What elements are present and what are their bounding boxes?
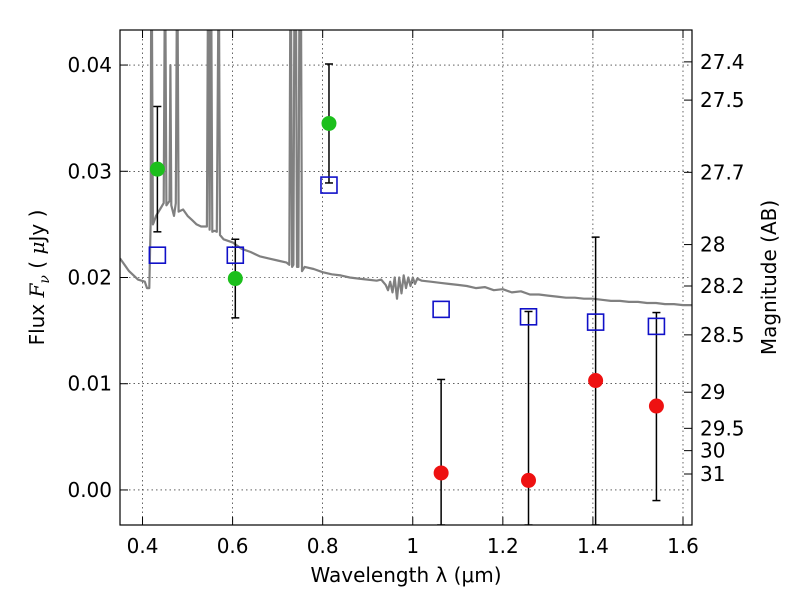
y-label-nu: ν [37, 275, 53, 284]
data-points-layer [148, 63, 666, 525]
magnitude-tick-label: 28.5 [700, 323, 745, 347]
upper-limit-point [648, 398, 664, 414]
model-photometry-square [586, 313, 605, 331]
model-photometry-square [432, 300, 450, 319]
magnitude-tick-label: 27.4 [700, 50, 745, 74]
x-axis-label: Wavelength λ (μm) [310, 563, 501, 587]
model-photometry-square [519, 308, 538, 326]
magnitude-tick-label: 27.5 [700, 88, 745, 112]
y-axis-ticks: 0.00 0.01 0.02 0.03 0.04 [67, 53, 128, 502]
magnitude-axis-label: Magnitude (AB) [757, 200, 781, 355]
x-tick-label: 1.2 [487, 534, 519, 558]
model-spectrum-layer [120, 30, 692, 307]
y-tick-label: 0.02 [67, 266, 112, 290]
model-photometry-square [226, 246, 245, 264]
detection-point [321, 115, 337, 131]
upper-limit-point [588, 373, 604, 389]
x-axis-ticks: 0.4 0.6 0.8 1 1.2 1.4 1.6 [127, 30, 699, 558]
y-label-paren: ( [25, 255, 49, 276]
x-tick-label: 1.4 [577, 534, 609, 558]
detection-point [149, 161, 165, 177]
y-axis-label: Flux Fν ( μJy ) [25, 210, 53, 346]
y-tick-label: 0.00 [67, 478, 112, 502]
y-label-f: F [25, 282, 49, 298]
grid [120, 30, 692, 525]
y-label-mu: μ [25, 242, 49, 255]
y-tick-label: 0.01 [67, 372, 112, 396]
y-label-unit: Jy ) [25, 210, 49, 244]
model-photometry-square [320, 176, 338, 194]
y-tick-label: 0.04 [67, 53, 112, 77]
magnitude-tick-label: 29 [700, 380, 725, 404]
x-tick-label: 1.6 [667, 534, 699, 558]
upper-limit-point [433, 465, 449, 481]
upper-limit-point [521, 472, 537, 488]
x-tick-label: 0.4 [127, 534, 159, 558]
magnitude-tick-label: 29.5 [700, 416, 745, 440]
model-photometry-square [148, 246, 167, 264]
magnitude-tick-label: 27.7 [700, 160, 745, 184]
spectrum-line [120, 30, 692, 307]
magnitude-tick-label: 31 [700, 462, 725, 486]
magnitude-tick-label: 30 [700, 439, 725, 463]
magnitude-tick-label: 28 [700, 233, 725, 257]
x-tick-label: 0.6 [217, 534, 249, 558]
x-tick-label: 0.8 [307, 534, 339, 558]
x-tick-label: 1 [406, 534, 419, 558]
detection-point [227, 271, 243, 287]
y-tick-label: 0.03 [67, 159, 112, 183]
y-label-flux: Flux [25, 297, 49, 345]
model-photometry-square [647, 317, 666, 336]
magnitude-tick-label: 28.2 [700, 274, 745, 298]
